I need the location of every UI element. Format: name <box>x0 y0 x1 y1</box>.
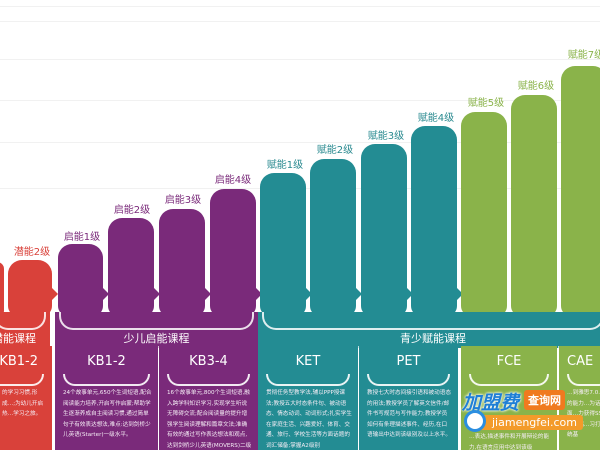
band-tray <box>0 312 46 330</box>
level-bar <box>310 159 362 316</box>
gridline <box>0 59 600 60</box>
course-desc: …到雅思7.0…分的能力…为话题全面…力获得SSAT及托福…习打下系统基 <box>567 390 600 438</box>
course-cap <box>266 374 350 386</box>
course-desc: 24个故事单元,650个生词短语,配合阅读能力培养,开启写作启蒙;帮助学生逐渐养… <box>63 390 152 438</box>
course-title: KET <box>295 354 321 369</box>
course-cap <box>567 374 600 386</box>
course-cap <box>167 374 250 386</box>
course-cap <box>469 374 549 386</box>
course-cap <box>63 374 150 386</box>
level-label: 启能3级 <box>164 195 202 206</box>
level-bar <box>411 126 463 316</box>
band-tray <box>262 312 600 330</box>
course-card-kb12-partial: KB1-2 的学习习惯,形成…;为幼儿开启热…学习之旅。 <box>0 346 52 450</box>
course-title: KB1-2 <box>87 354 126 369</box>
level-bar <box>108 218 160 316</box>
course-cap <box>0 374 44 386</box>
course-card-cae: CAE …到雅思7.0…分的能力…为话题全面…力获得SSAT及托福…习打下系统基 <box>559 346 600 450</box>
course-title: KB3-4 <box>189 354 228 369</box>
course-desc: 的学习习惯,形成…;为幼儿开启热…学习之旅。 <box>2 390 44 417</box>
level-bar <box>210 189 262 316</box>
band-tray <box>59 312 254 330</box>
watermark-url: jiamengfei.com <box>470 415 583 430</box>
level-label: 赋能6级 <box>517 81 555 92</box>
band-title: 青少赋能课程 <box>400 332 466 345</box>
level-bar <box>260 173 312 316</box>
gridline <box>0 142 600 143</box>
course-card-kb12: KB1-2 24个故事单元,650个生词短语,配合阅读能力培养,开启写作启蒙;帮… <box>55 346 158 450</box>
gridline <box>0 100 600 101</box>
course-title: FCE <box>496 354 522 369</box>
level-bar <box>511 95 557 316</box>
level-label: 启能2级 <box>113 205 151 216</box>
level-label: 启能4级 <box>214 175 252 186</box>
level-label: 赋能2级 <box>316 145 354 156</box>
level-bar <box>8 260 58 316</box>
level-label: 启能1级 <box>63 232 101 243</box>
course-card-ket: KET 贯彻任务型教学法,辅以PPP授课法;教授五大时态条件句、被动语态、情态动… <box>258 346 358 450</box>
band-qianneng: 潜能课程 <box>0 312 50 348</box>
gridline <box>0 21 600 22</box>
level-bar <box>561 66 600 316</box>
level-label: 赋能1级 <box>266 160 304 171</box>
course-desc: …表达,描述事件和开展辩论的能力,在语言应用中达到该级 <box>469 434 550 451</box>
level-label: 赋能7级 <box>567 50 600 61</box>
watermark-tag: 查询网 <box>524 390 565 410</box>
band-title: 少儿启能课程 <box>123 332 190 345</box>
level-label: 潜能2级 <box>13 247 51 258</box>
band-title: 潜能课程 <box>0 332 36 345</box>
course-card-kb34: KB3-4 16个故事单元,800个生词短语,融入跨学科知识学习,实现学生听说无… <box>159 346 258 450</box>
course-desc: 教授七大时态间接引语和被动语态的用法;教授学员了解英文信件/邮件书写规范与写作能… <box>367 390 451 438</box>
column-divider <box>158 346 159 450</box>
watermark: 加盟费 查询网 jiamengfei.com <box>462 388 583 440</box>
course-title: CAE <box>567 354 594 369</box>
course-title: KB1-2 <box>0 354 38 369</box>
magnifier-icon <box>464 410 486 432</box>
band-funeng: 青少赋能课程 <box>258 312 600 348</box>
level-label: 赋能3级 <box>367 131 405 142</box>
column-divider <box>358 346 359 450</box>
level-label: 赋能4级 <box>417 113 455 124</box>
level-label: 赋能5级 <box>467 98 505 109</box>
course-desc: 贯彻任务型教学法,辅以PPP授课法;教授五大时态条件句、被动语态、情态动词、动词… <box>266 390 352 449</box>
gridline <box>0 6 600 7</box>
course-desc: 16个故事单元,800个生词短语,融入跨学科知识学习,实现学生听说无障碍交流;配… <box>167 390 252 449</box>
course-title: PET <box>396 354 421 369</box>
level-bar <box>0 262 4 316</box>
course-cap <box>367 374 450 386</box>
course-card-pet: PET 教授七大时态间接引语和被动语态的用法;教授学员了解英文信件/邮件书写规范… <box>359 346 458 450</box>
level-bar <box>159 209 211 316</box>
level-bar <box>361 144 413 316</box>
level-bar <box>58 244 109 316</box>
watermark-brand: 加盟费 <box>462 392 520 414</box>
level-bar <box>461 112 507 316</box>
band-qineng: 少儿启能课程 <box>55 312 258 348</box>
